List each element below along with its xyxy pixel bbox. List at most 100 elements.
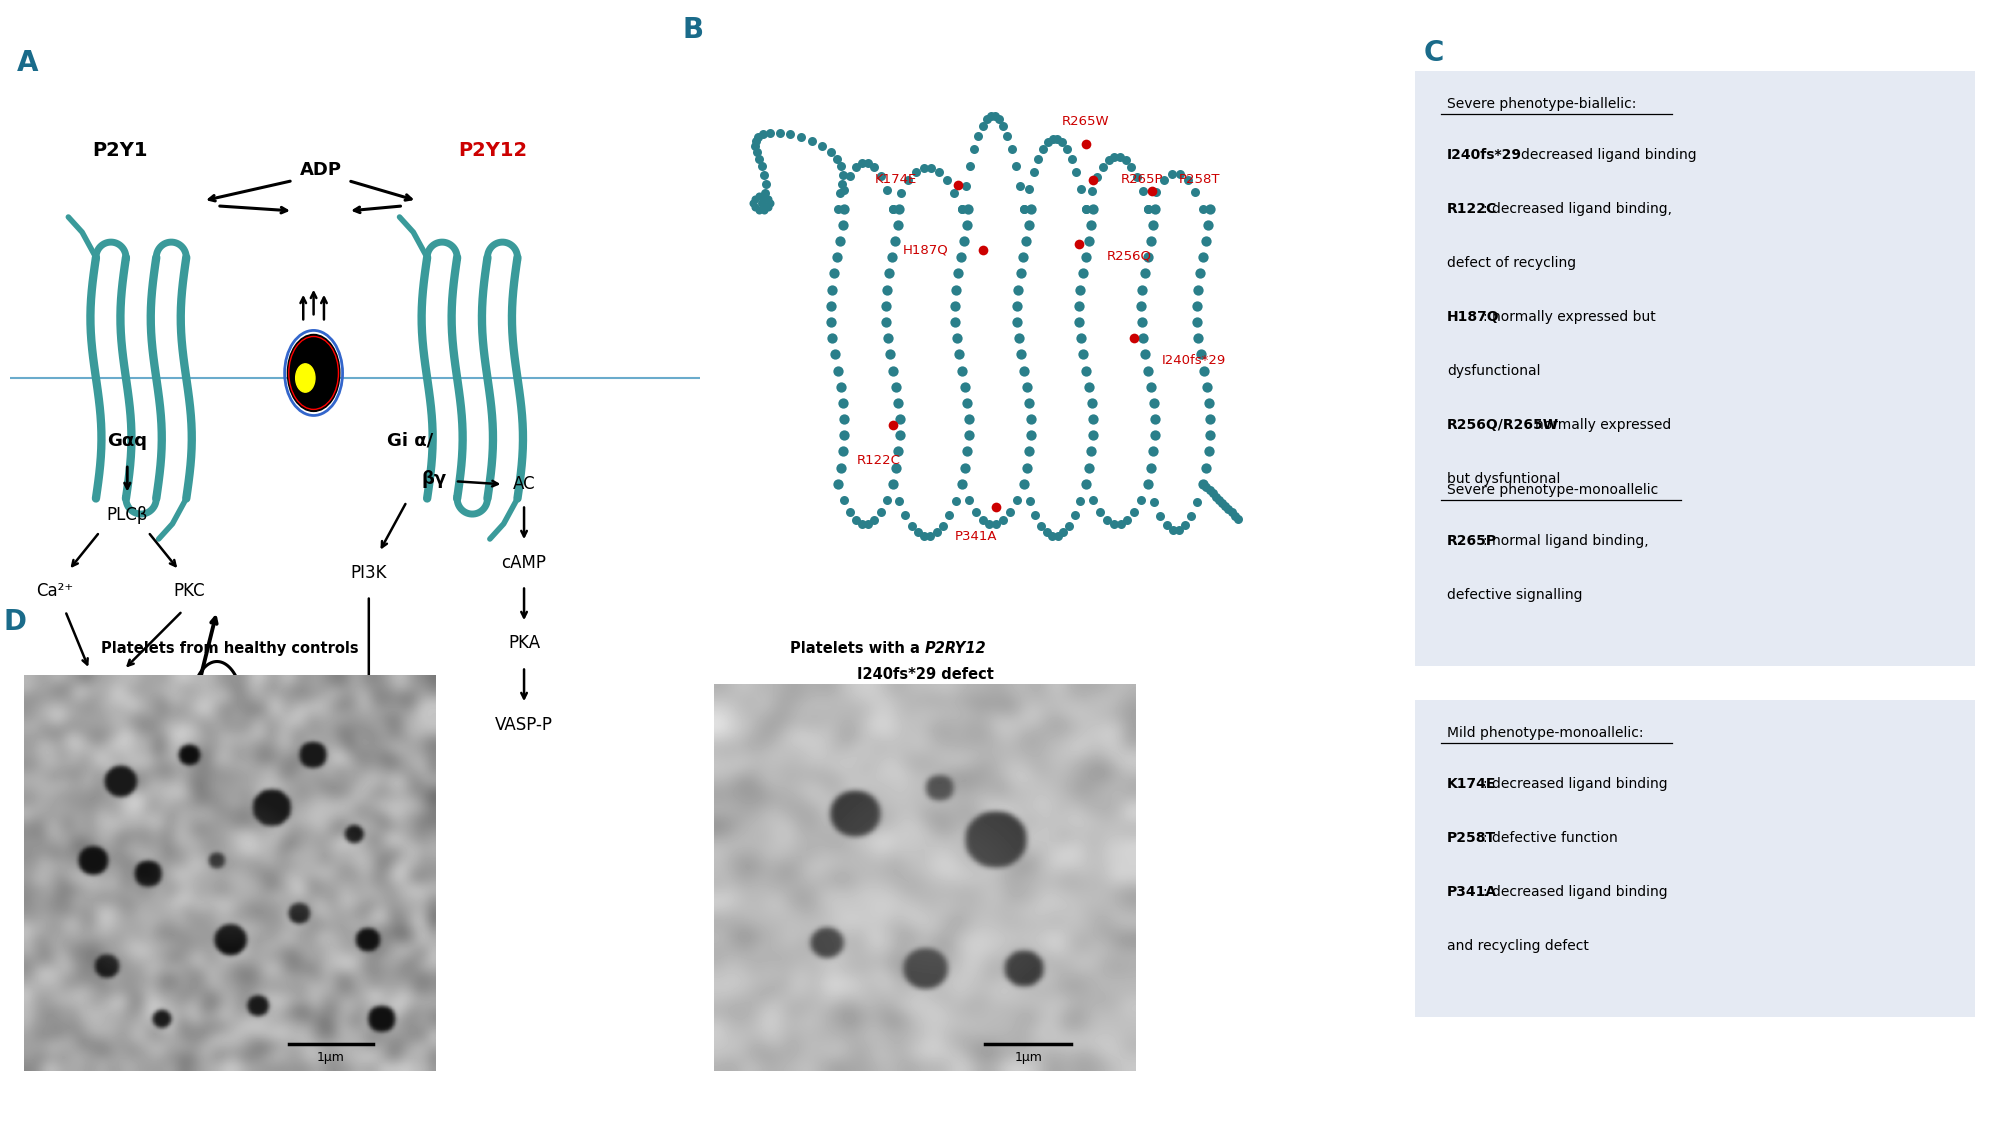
Point: [882, 216, 914, 234]
Point: [940, 297, 972, 315]
Point: [954, 156, 986, 174]
Point: [1126, 330, 1158, 348]
Point: [1138, 216, 1170, 234]
Point: [1008, 475, 1040, 493]
Point: [1070, 475, 1102, 493]
Point: [928, 516, 960, 534]
Point: [1012, 180, 1044, 198]
Circle shape: [288, 334, 340, 412]
Point: [1130, 345, 1162, 363]
Point: [1042, 130, 1074, 148]
Point: [1076, 490, 1108, 508]
Text: dysfunctional: dysfunctional: [1448, 363, 1540, 378]
Point: [1138, 410, 1170, 428]
Point: [1180, 297, 1212, 315]
Text: P2Y1: P2Y1: [92, 141, 148, 160]
Point: [1020, 506, 1052, 524]
Point: [864, 503, 896, 521]
Point: [1086, 158, 1118, 176]
Point: [1014, 394, 1046, 412]
Point: [1012, 216, 1044, 234]
Point: [940, 313, 972, 331]
Point: [940, 280, 972, 298]
Point: [880, 232, 912, 250]
Text: defective signalling: defective signalling: [1448, 588, 1582, 602]
Point: [1196, 485, 1228, 503]
Point: [916, 160, 948, 178]
Point: [1182, 330, 1214, 348]
Text: 1μm: 1μm: [316, 1051, 344, 1064]
Point: [1076, 394, 1108, 412]
Text: 1μm: 1μm: [1014, 1051, 1042, 1064]
Point: [974, 515, 1006, 533]
Point: [1068, 345, 1100, 363]
Point: [1002, 297, 1034, 315]
Point: [822, 150, 854, 168]
Point: [818, 264, 850, 282]
Point: [1076, 182, 1108, 200]
Point: [1180, 182, 1212, 200]
Point: [902, 523, 934, 541]
Point: [1192, 442, 1224, 460]
Point: [1002, 490, 1034, 508]
Text: R122C: R122C: [858, 453, 900, 467]
Point: [816, 330, 848, 348]
Point: [864, 168, 896, 186]
Text: Gi α/: Gi α/: [388, 432, 434, 450]
Point: [1190, 378, 1222, 396]
Point: [852, 515, 884, 533]
Point: [1216, 504, 1248, 522]
Point: [966, 117, 998, 135]
Point: [884, 200, 916, 218]
Point: [1082, 169, 1114, 187]
Point: [740, 132, 772, 150]
Point: [1010, 232, 1042, 250]
Point: [796, 132, 828, 150]
Text: PKC: PKC: [174, 582, 206, 600]
Point: [1190, 478, 1222, 496]
Point: [1104, 147, 1136, 165]
Text: AC: AC: [512, 475, 536, 493]
Point: [818, 345, 850, 363]
Point: [952, 394, 984, 412]
Point: [900, 163, 932, 181]
Point: [826, 158, 858, 176]
Point: [1120, 169, 1152, 187]
Point: [1132, 200, 1164, 218]
Point: [824, 378, 856, 396]
Point: [1194, 200, 1226, 218]
Point: [946, 475, 978, 493]
Point: [984, 110, 1016, 128]
Point: [952, 490, 984, 508]
Point: [870, 181, 902, 199]
Point: [994, 503, 1026, 521]
Point: [822, 361, 854, 379]
Point: [930, 171, 962, 189]
Point: [946, 475, 978, 493]
Point: [814, 143, 846, 161]
Point: [1222, 510, 1254, 528]
Point: [1042, 526, 1074, 544]
Point: [834, 168, 866, 186]
Point: [752, 190, 784, 208]
Point: [948, 232, 980, 250]
Point: [1126, 182, 1158, 200]
Text: but dysfuntional: but dysfuntional: [1448, 471, 1560, 486]
Point: [752, 198, 784, 216]
Point: [1004, 264, 1036, 282]
Point: [1002, 280, 1034, 298]
Point: [1010, 459, 1042, 477]
Point: [1140, 182, 1172, 200]
Text: Gαq: Gαq: [108, 432, 148, 450]
Point: [996, 140, 1028, 158]
Text: : normal ligand binding,: : normal ligand binding,: [1484, 534, 1648, 548]
Point: [1076, 426, 1108, 444]
Point: [1138, 426, 1170, 444]
Point: [988, 117, 1020, 135]
Point: [1112, 511, 1144, 529]
Point: [882, 442, 914, 460]
Point: [1070, 361, 1102, 379]
Point: [876, 475, 908, 493]
Circle shape: [296, 363, 314, 393]
Text: : decreased ligand binding: : decreased ligand binding: [1484, 885, 1668, 899]
